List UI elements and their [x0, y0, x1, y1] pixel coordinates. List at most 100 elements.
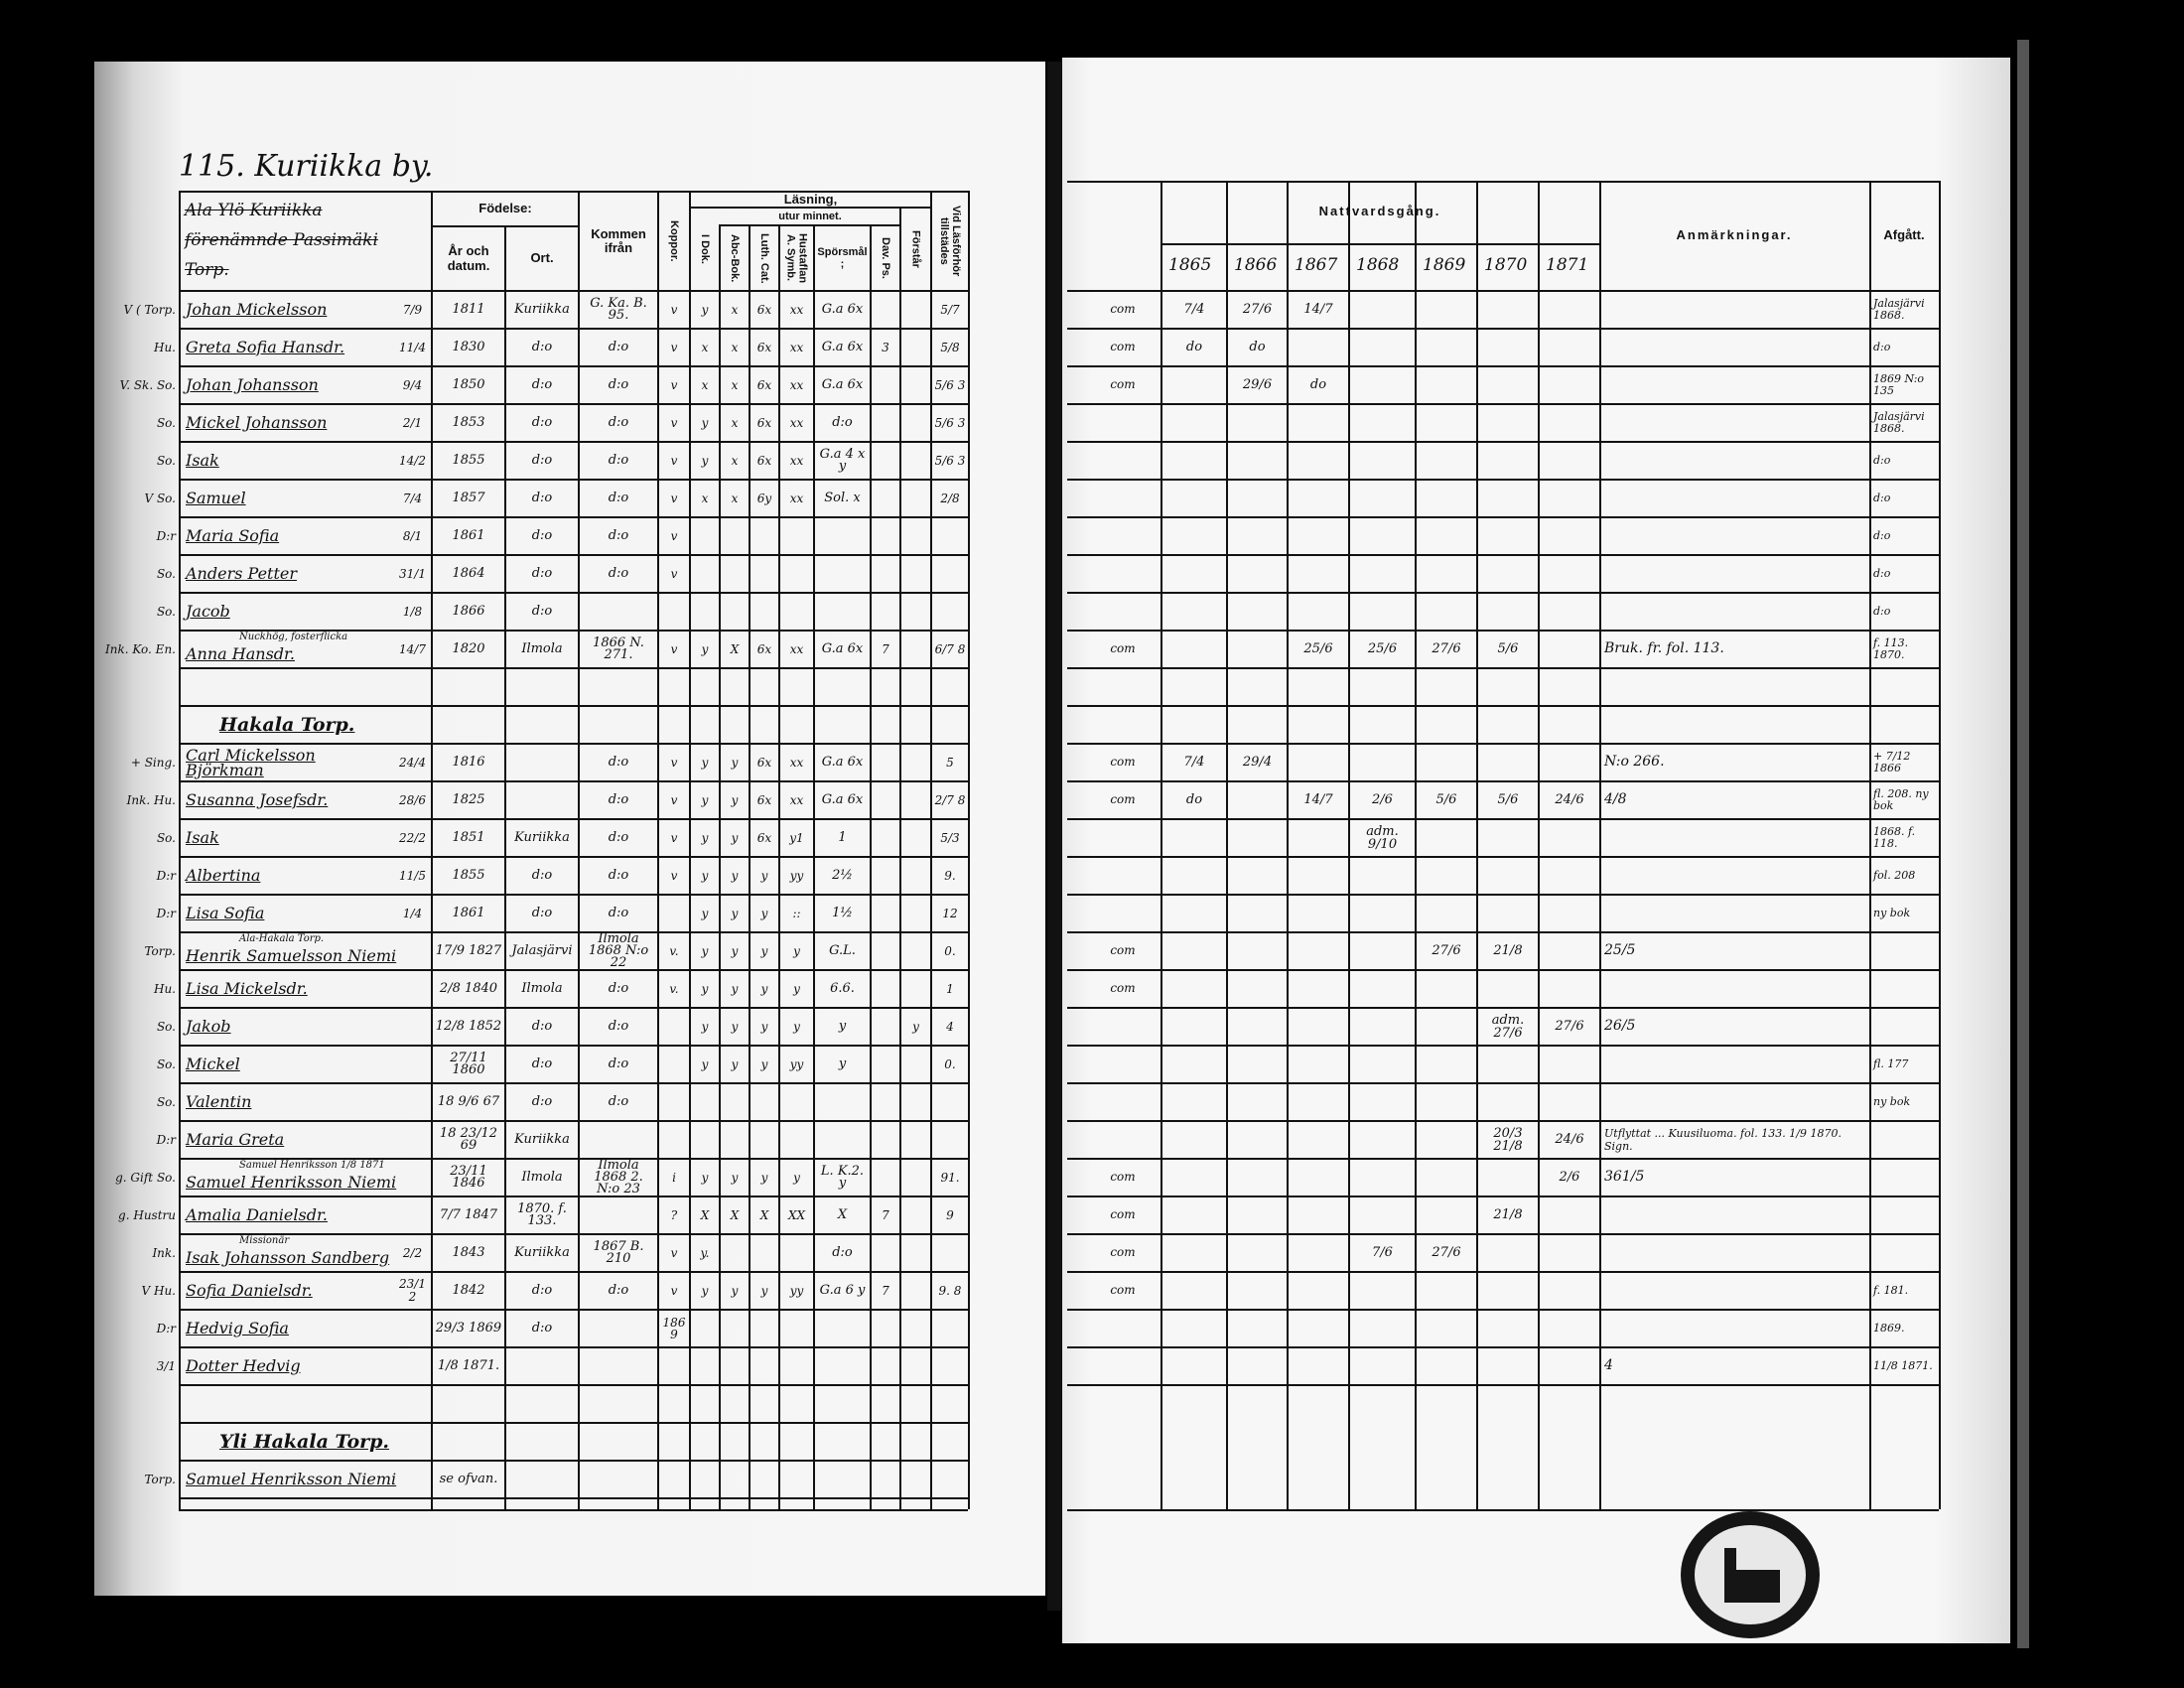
column-line: [1599, 181, 1601, 1509]
birth-day-month: 11/5: [399, 868, 426, 883]
cell-abc: y: [731, 943, 739, 958]
cell-vid: 91.: [940, 1170, 960, 1185]
cell-vid: 5/6 3: [934, 415, 966, 430]
margin-mark: So.: [156, 566, 176, 581]
cell-luth: y: [760, 1056, 768, 1071]
cell-ort: d:o: [531, 527, 553, 543]
cell-idok: y: [701, 755, 709, 770]
row-line: [1067, 856, 1939, 858]
cell-spors: G.a 4 x y: [819, 446, 866, 474]
row-line: [1067, 441, 1939, 443]
row-note: Missionär: [239, 1234, 290, 1246]
cell-husta: xx: [789, 415, 804, 430]
row-line: [179, 479, 968, 481]
row-line: [179, 592, 968, 594]
header-year: 1867: [1295, 255, 1338, 275]
row-line: [1067, 1233, 1939, 1235]
cell-luth: y: [760, 943, 768, 958]
communion-date: do: [1185, 792, 1203, 807]
birth-day-month: 14/7: [399, 641, 426, 656]
cell-kommen: d:o: [608, 452, 629, 468]
cell-year: 1855: [452, 452, 485, 468]
communion-date: do: [1309, 377, 1327, 392]
cell-year: 18 9/6 67: [437, 1093, 500, 1109]
departure: 1869 N:o 135: [1873, 371, 1925, 397]
communion-date: 2/6: [1559, 1170, 1580, 1185]
header-year: 1870: [1484, 255, 1528, 275]
person-name: Susanna Josefsdr.: [186, 790, 329, 809]
person-name: Anders Petter: [186, 564, 298, 583]
cell-abc: y: [731, 1283, 739, 1298]
header-nattvardsgang: Nattvardsgång.: [1318, 204, 1441, 219]
cell-spors: 6.6.: [830, 980, 855, 996]
row-line: [1067, 1158, 1939, 1160]
row-line: [1067, 667, 1939, 669]
cell-abc: y: [731, 1019, 739, 1034]
cell-husta: y: [793, 1019, 800, 1034]
row-line: [179, 1384, 968, 1386]
cell-luth: 6x: [756, 302, 772, 317]
cell-idok: y: [701, 302, 709, 317]
birth-day-month: 23/12: [399, 1277, 426, 1304]
cell-idok: y: [701, 830, 709, 845]
birth-day-month: 9/4: [402, 377, 423, 392]
header-kommen: Kommen ifrån: [591, 225, 646, 255]
cell-vid: 9: [946, 1207, 954, 1222]
header-luth: Luth. Cat.: [758, 232, 771, 284]
header-year: 1868: [1356, 255, 1400, 275]
cell-abc: x: [731, 340, 739, 354]
header-forstar: Förstår: [909, 230, 922, 268]
row-line: [1067, 705, 1939, 707]
cell-vid: 9. 8: [938, 1283, 962, 1298]
column-line: [689, 191, 691, 1509]
birth-day-month: 22/2: [399, 830, 426, 845]
cell-luth: y: [760, 1283, 768, 1298]
row-line: [179, 1158, 968, 1160]
communion-date: 27/6: [1242, 302, 1273, 317]
column-line: [179, 191, 181, 1509]
row-line: [179, 328, 968, 330]
cell-forstar: y: [912, 1019, 919, 1034]
table-top-line: [1067, 181, 1939, 183]
household-heading: Ala Ylö Kuriikka förenämnde Passimäki To…: [185, 201, 378, 280]
header-year: 1871: [1546, 255, 1589, 275]
cell-idok: y.: [700, 1245, 710, 1260]
cell-spors: G.a 6x: [821, 640, 864, 656]
cell-vid: 0.: [944, 943, 956, 958]
communion-date: 21/8: [1493, 1207, 1523, 1222]
cell-year: 1850: [452, 376, 485, 392]
cell-husta: xx: [789, 377, 804, 392]
row-line: [1067, 516, 1939, 518]
cell-idok: y: [701, 943, 709, 958]
cell-year: 1811: [452, 301, 485, 317]
cell-year: 2/8 1840: [439, 980, 498, 996]
cell-koppor: v: [670, 792, 678, 807]
column-line: [1869, 181, 1871, 1509]
cell-ort: d:o: [531, 603, 553, 619]
cell-ort: 1870. f. 133.: [517, 1200, 567, 1228]
person-name: Mickel Johansson: [186, 413, 328, 432]
communion-mark: com: [1110, 1245, 1136, 1259]
cell-idok: y: [701, 415, 709, 430]
cell-year: se ofvan.: [439, 1471, 498, 1486]
departure: 1868. f. 118.: [1873, 824, 1916, 850]
cell-spors: y: [838, 1018, 847, 1034]
cell-abc: y: [731, 792, 739, 807]
communion-mark: com: [1110, 1283, 1136, 1297]
row-line: [179, 743, 968, 745]
header-anmarkningar: Anmärkningar.: [1676, 226, 1793, 242]
cell-dav: 7: [882, 1283, 889, 1298]
cell-luth: 6x: [756, 755, 772, 770]
margin-mark: D:r: [156, 906, 176, 920]
cell-year: 1855: [452, 867, 485, 883]
row-line: [1067, 1384, 1939, 1386]
departure: fol. 208: [1873, 868, 1916, 882]
section-heading: Yli Hakala Torp.: [219, 1431, 390, 1453]
cell-spors: d:o: [832, 1244, 853, 1260]
cell-ort: Kuriikka: [514, 301, 570, 317]
cell-kommen: d:o: [608, 754, 629, 770]
departure: f. 113. 1870.: [1873, 635, 1909, 661]
person-name: Samuel Henriksson Niemi: [186, 1470, 397, 1488]
cell-koppor: v: [670, 566, 678, 581]
cell-kommen: d:o: [608, 905, 629, 920]
